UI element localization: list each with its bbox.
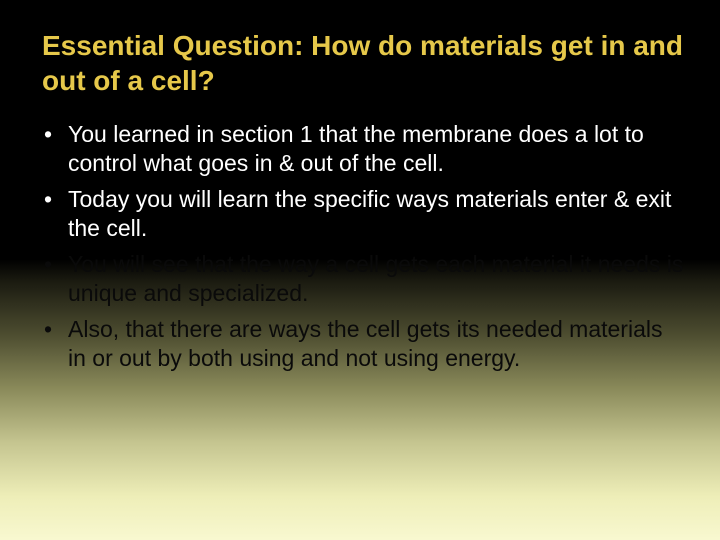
list-item: Also, that there are ways the cell gets … — [42, 315, 684, 374]
slide: Essential Question: How do materials get… — [0, 0, 720, 540]
bullet-list: You learned in section 1 that the membra… — [36, 120, 684, 374]
slide-title: Essential Question: How do materials get… — [36, 28, 684, 98]
list-item: You learned in section 1 that the membra… — [42, 120, 684, 179]
list-item: You will see that the way a cell gets ea… — [42, 250, 684, 309]
list-item: Today you will learn the specific ways m… — [42, 185, 684, 244]
